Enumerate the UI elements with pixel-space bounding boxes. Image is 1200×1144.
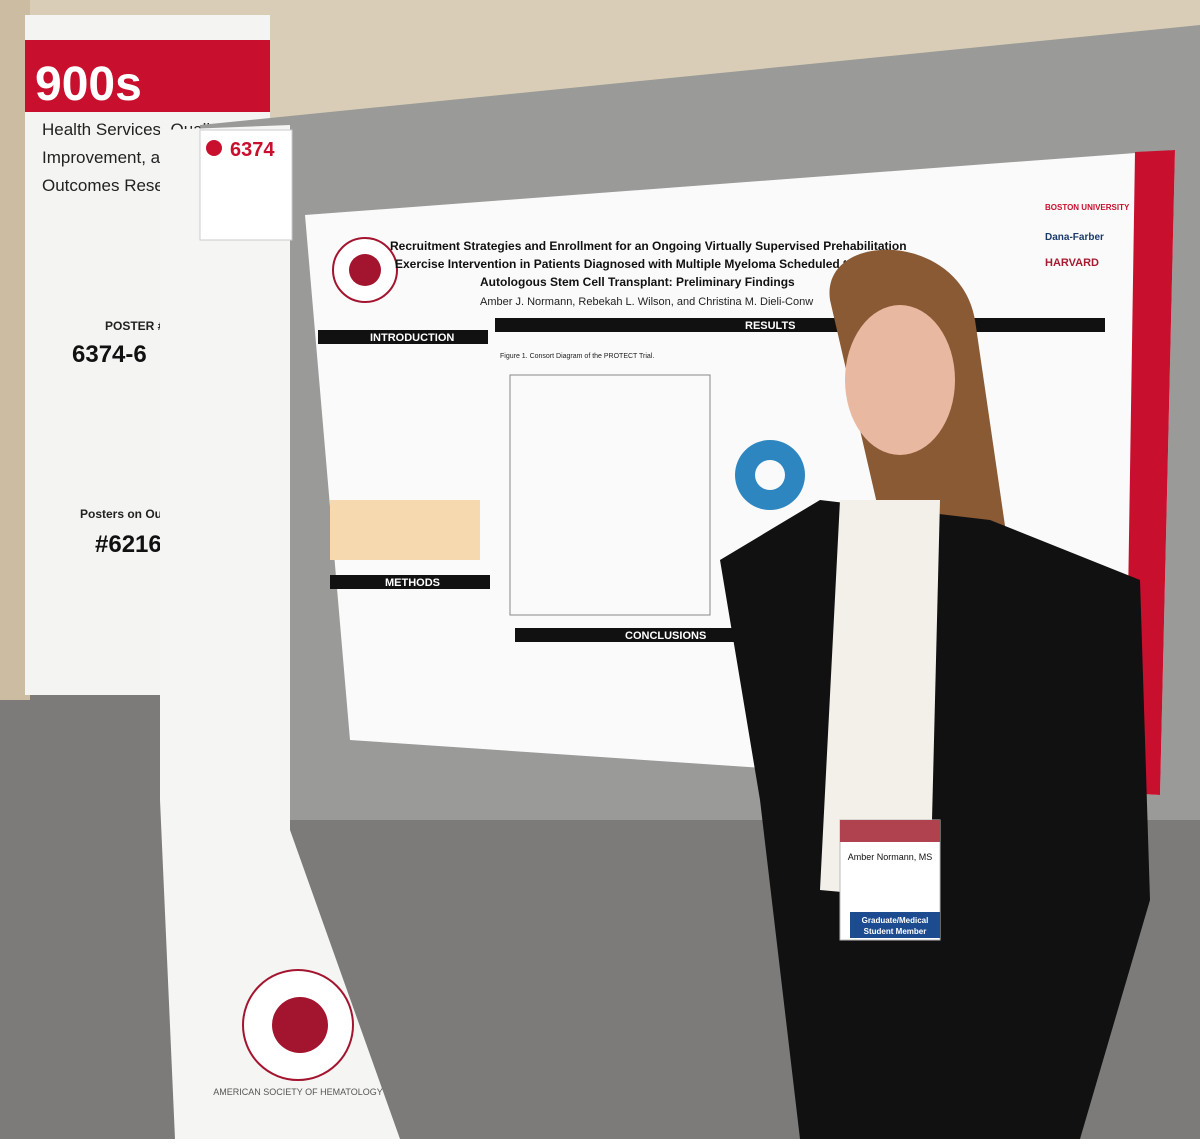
aim-box <box>330 500 480 560</box>
tag-logo <box>206 140 222 156</box>
poster-authors: Amber J. Normann, Rebekah L. Wilson, and… <box>480 296 813 308</box>
poster-title: Autologous Stem Cell Transplant: Prelimi… <box>480 275 795 289</box>
stand <box>160 125 400 1139</box>
society-name: AMERICAN SOCIETY OF HEMATOLOGY <box>213 1087 383 1097</box>
sign-footer-number: #6216 <box>95 531 162 558</box>
sign-header <box>25 40 270 112</box>
shirt <box>820 500 940 900</box>
badge-header <box>840 820 940 842</box>
face <box>845 305 955 455</box>
logo-dfci: Dana-Farber <box>1045 232 1104 243</box>
section-header: RESULTS <box>745 320 796 332</box>
sign-number: 900s <box>35 58 142 111</box>
poster-title: Exercise Intervention in Patients Diagno… <box>395 257 903 271</box>
section-header: METHODS <box>385 577 440 589</box>
society-logo-mark <box>272 997 328 1053</box>
section-bar <box>495 318 1105 332</box>
badge-ribbon <box>850 912 940 938</box>
donut-hole <box>755 460 785 490</box>
section-bar <box>318 330 488 344</box>
sign-category: Improvement, and <box>42 148 179 167</box>
sign-range: 6374-6 <box>72 341 147 368</box>
sign-category: Outcomes Resea <box>42 176 174 195</box>
section-header: CONCLUSIONS <box>625 630 706 642</box>
section-header: INTRODUCTION <box>370 332 454 344</box>
figure-caption: Figure 1. Consort Diagram of the PROTECT… <box>500 353 654 360</box>
logo-bu: BOSTON UNIVERSITY <box>1045 203 1130 212</box>
badge-name: Amber Normann, MS <box>848 852 933 862</box>
consort-diagram <box>509 374 711 616</box>
badge-member: Graduate/Medical <box>862 916 929 925</box>
section-bar <box>515 628 765 642</box>
poster-tag-number: 6374 <box>230 139 275 161</box>
section-bar <box>330 575 490 589</box>
sign-label: POSTER # <box>105 319 165 333</box>
logo-harvard: HARVARD <box>1045 257 1099 269</box>
badge-member: Student Member <box>864 927 927 936</box>
poster-logo-mark <box>349 254 381 286</box>
poster-title: Recruitment Strategies and Enrollment fo… <box>390 239 907 253</box>
